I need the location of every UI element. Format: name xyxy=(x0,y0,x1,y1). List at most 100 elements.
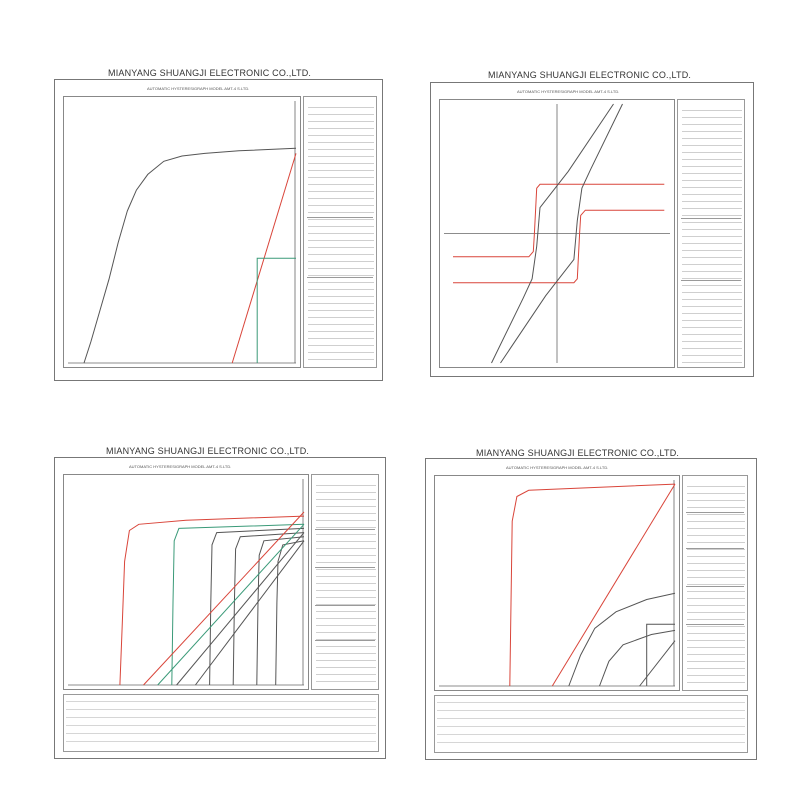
readout-line xyxy=(316,625,376,626)
plot-area xyxy=(434,475,680,691)
table-row-line xyxy=(66,717,376,718)
series-line-2 xyxy=(491,103,614,364)
readout-line xyxy=(308,170,374,171)
readout-line xyxy=(316,569,376,570)
readout-line xyxy=(308,352,374,353)
readout-line xyxy=(682,215,742,216)
readout-line xyxy=(687,661,745,662)
readout-line xyxy=(308,331,374,332)
readout-line xyxy=(687,647,745,648)
readout-line xyxy=(316,520,376,521)
readout-line xyxy=(687,507,745,508)
readout-line xyxy=(308,324,374,325)
readout-line xyxy=(308,254,374,255)
table-row-line xyxy=(437,718,745,719)
series-line-3 xyxy=(599,629,676,687)
table-row-line xyxy=(66,741,376,742)
panel-subtitle: AUTOMATIC HYSTERESIGRAPH MODEL AMT-4 S.L… xyxy=(147,86,250,91)
panel-subtitle: AUTOMATIC HYSTERESIGRAPH MODEL AMT-4 S.L… xyxy=(506,465,609,470)
readout-line xyxy=(682,355,742,356)
readout-line xyxy=(682,222,742,223)
readout-line xyxy=(308,303,374,304)
readout-line xyxy=(308,212,374,213)
chart-svg xyxy=(68,479,305,686)
readout-line xyxy=(316,499,376,500)
readout-line xyxy=(316,541,376,542)
readout-line xyxy=(316,590,376,591)
readout-line xyxy=(308,191,374,192)
readout-line xyxy=(316,674,376,675)
readout-line xyxy=(316,639,376,640)
table-row-line xyxy=(437,702,745,703)
readout-line xyxy=(308,198,374,199)
readout-line xyxy=(682,201,742,202)
readout-line xyxy=(308,184,374,185)
readout-line xyxy=(687,486,745,487)
panel-frame: AUTOMATIC HYSTERESIGRAPH MODEL AMT-4 S.L… xyxy=(425,458,757,760)
table-row-line xyxy=(437,734,745,735)
readout-line xyxy=(687,605,745,606)
readout-line xyxy=(316,555,376,556)
readout-line xyxy=(316,618,376,619)
readout-line xyxy=(687,514,745,515)
plot-area xyxy=(439,99,675,368)
side-divider xyxy=(307,217,373,218)
readout-line xyxy=(687,584,745,585)
results-table xyxy=(63,694,379,752)
series-line-3 xyxy=(500,103,623,364)
readout-line xyxy=(316,653,376,654)
readout-line xyxy=(687,640,745,641)
table-row-line xyxy=(437,742,745,743)
readout-line xyxy=(308,135,374,136)
readout-line xyxy=(687,654,745,655)
readout-line xyxy=(316,513,376,514)
readout-line xyxy=(308,156,374,157)
side-divider xyxy=(307,277,373,278)
readout-line xyxy=(316,534,376,535)
panel-frame: AUTOMATIC HYSTERESIGRAPH MODEL AMT-4 S.L… xyxy=(54,79,383,381)
readout-line xyxy=(308,345,374,346)
series-line-0 xyxy=(509,483,676,687)
readout-line xyxy=(308,163,374,164)
readout-line xyxy=(308,226,374,227)
readout-line xyxy=(316,611,376,612)
readout-line xyxy=(687,598,745,599)
series-line-4 xyxy=(256,536,305,686)
chart-svg xyxy=(444,103,670,364)
readout-line xyxy=(682,208,742,209)
readout-line xyxy=(308,261,374,262)
readout-line xyxy=(308,282,374,283)
readout-line xyxy=(682,152,742,153)
readout-line xyxy=(308,338,374,339)
readout-line xyxy=(316,506,376,507)
readout-line xyxy=(687,563,745,564)
series-line-0 xyxy=(119,515,305,686)
readout-line xyxy=(687,591,745,592)
chart-svg xyxy=(439,480,676,687)
readout-line xyxy=(308,317,374,318)
readout-line xyxy=(682,264,742,265)
series-line-5 xyxy=(275,540,305,686)
readout-line xyxy=(682,110,742,111)
readout-line xyxy=(687,500,745,501)
readout-line xyxy=(687,633,745,634)
series-line-8 xyxy=(176,532,305,686)
readout-line xyxy=(682,173,742,174)
readout-line xyxy=(682,278,742,279)
readout-line xyxy=(308,149,374,150)
readout-line xyxy=(316,485,376,486)
side-divider xyxy=(315,529,375,530)
readout-line xyxy=(682,334,742,335)
readout-line xyxy=(687,668,745,669)
readout-line xyxy=(682,327,742,328)
table-row-line xyxy=(66,725,376,726)
panel-frame: AUTOMATIC HYSTERESIGRAPH MODEL AMT-4 S.L… xyxy=(54,457,386,759)
readout-line xyxy=(682,306,742,307)
readout-line xyxy=(308,296,374,297)
panel-frame: AUTOMATIC HYSTERESIGRAPH MODEL AMT-4 S.L… xyxy=(430,82,754,377)
readout-line xyxy=(682,341,742,342)
readout-line xyxy=(682,285,742,286)
series-line-1 xyxy=(171,523,305,686)
readout-line xyxy=(316,632,376,633)
side-divider xyxy=(315,640,375,641)
